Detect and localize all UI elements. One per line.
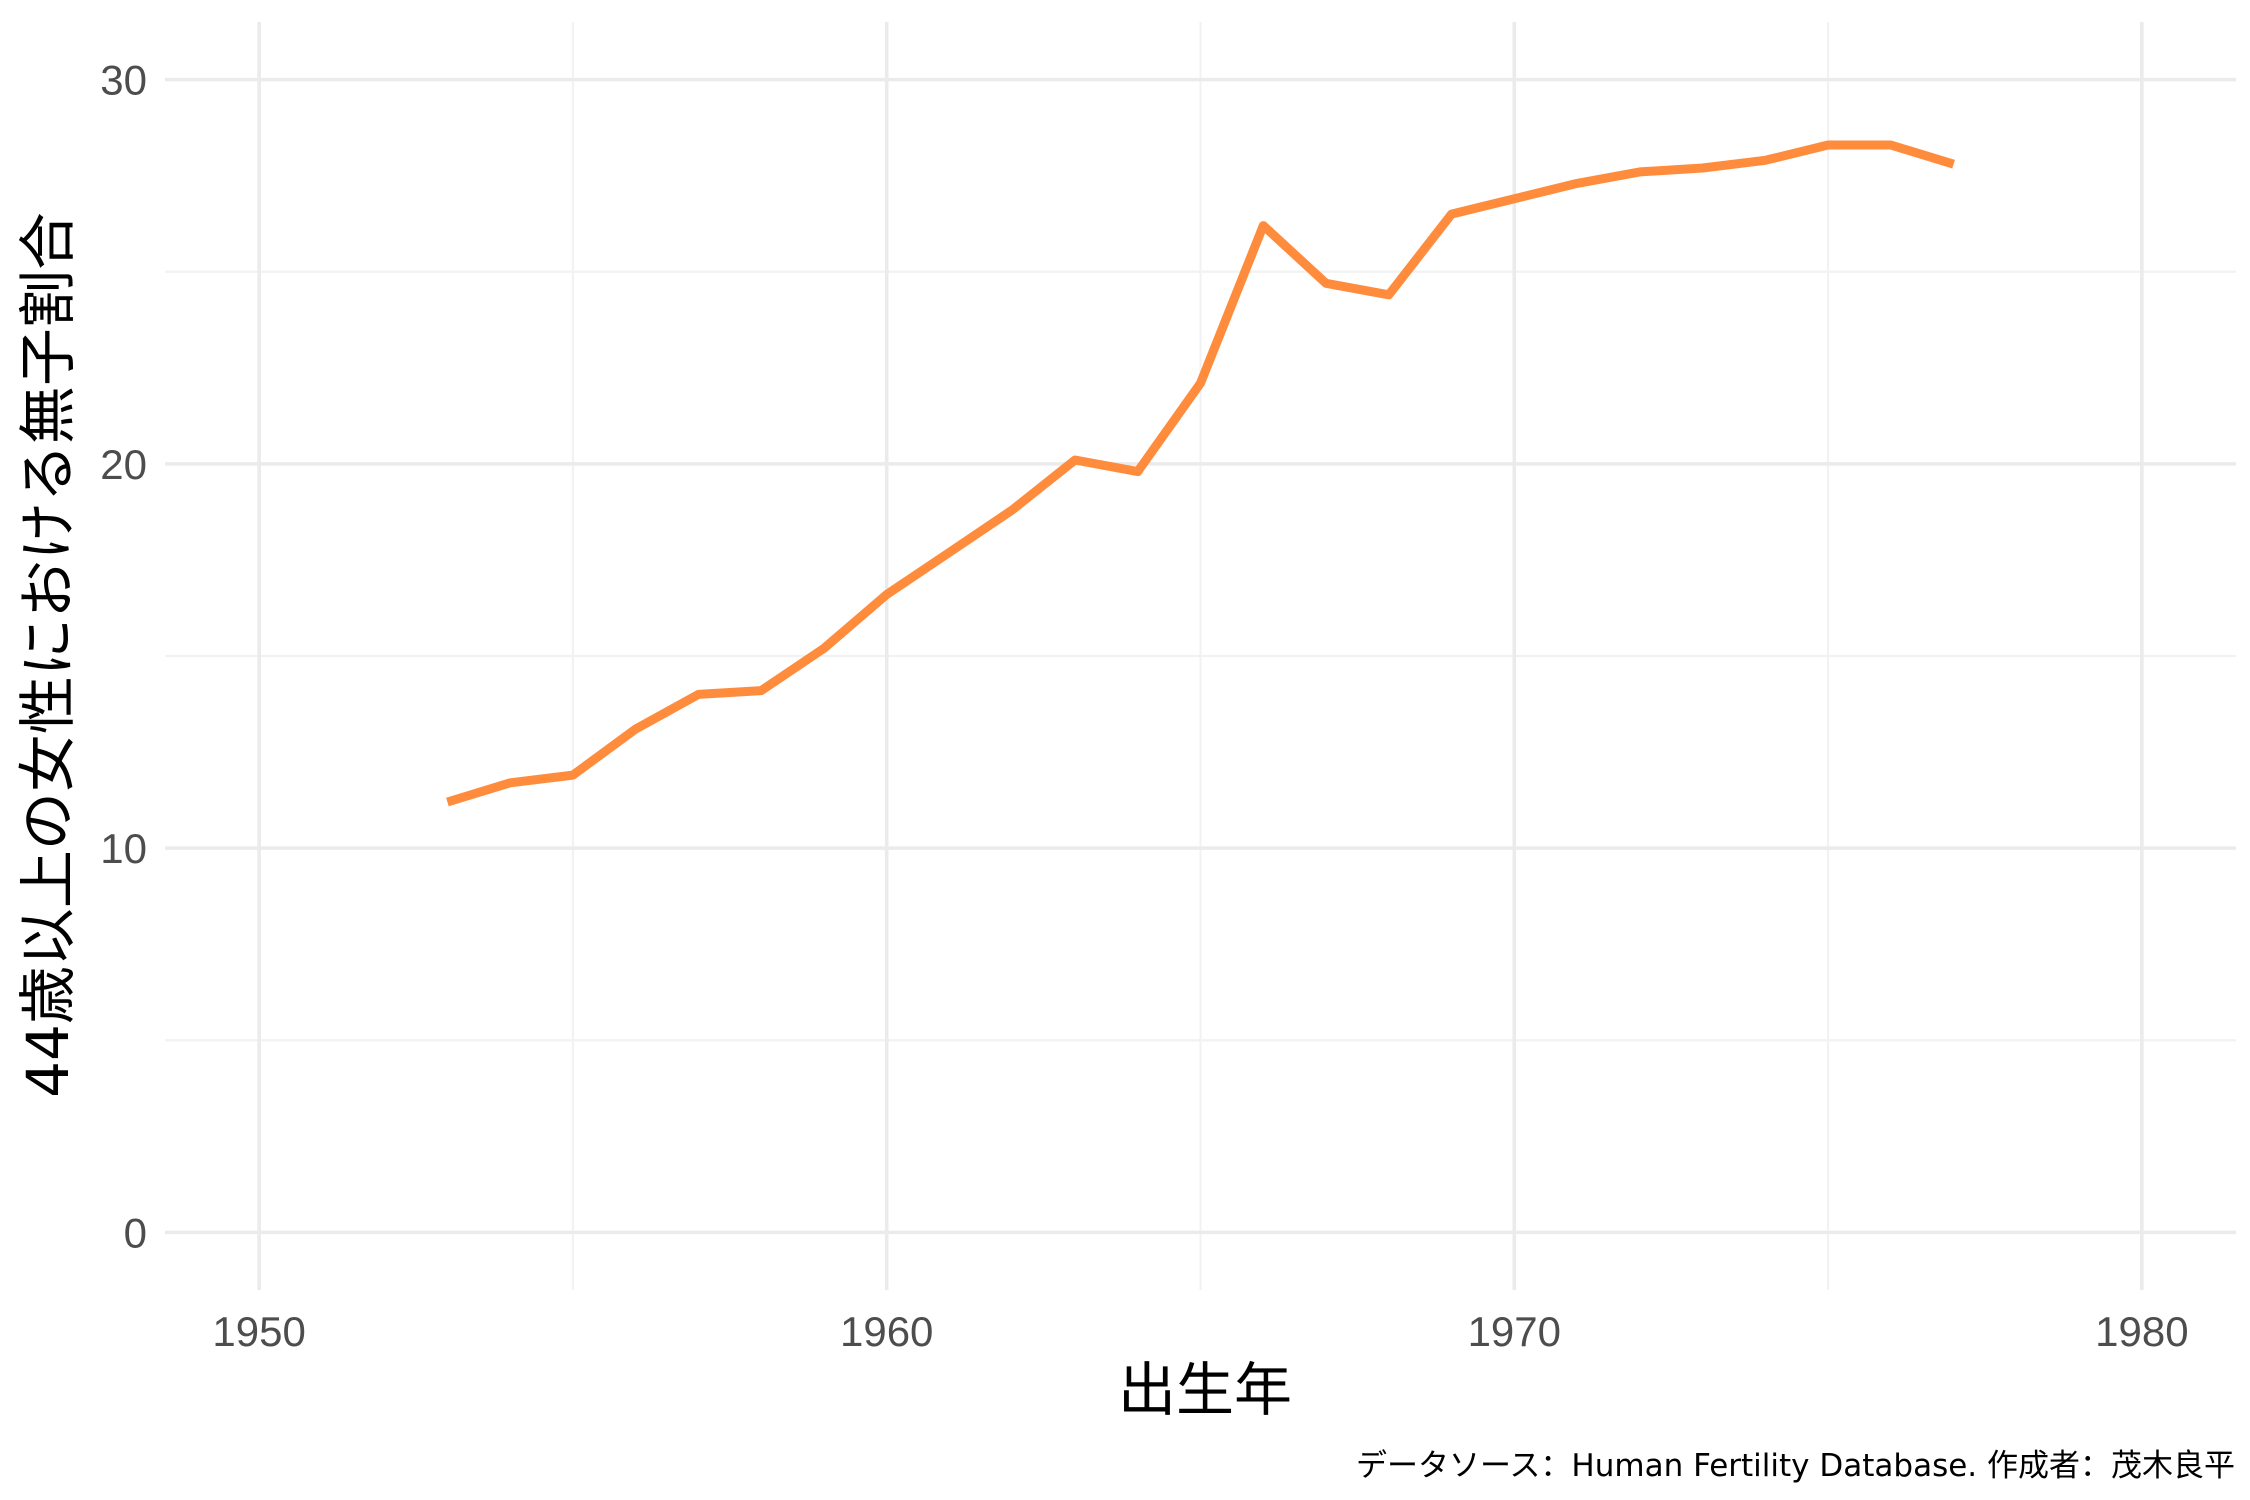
x-axis-title: 出生年: [1118, 1356, 1292, 1424]
x-tick-label: 1960: [840, 1308, 933, 1355]
series-line: [446, 140, 1955, 807]
x-tick-label: 1980: [2095, 1308, 2188, 1355]
data-series: [446, 140, 1955, 807]
caption: データソース：Human Fertility Database. 作成者：茂木良…: [1356, 1448, 2235, 1484]
minor-gridlines: [165, 22, 2236, 1290]
y-tick-label: 0: [124, 1209, 147, 1256]
y-axis-title: 44歳以上の女性における無子割合: [14, 212, 82, 1098]
x-axis-tick-labels: 1950 1960 1970 1980: [212, 1308, 2188, 1355]
x-tick-label: 1970: [1468, 1308, 1561, 1355]
y-tick-label: 30: [100, 57, 147, 104]
y-tick-label: 10: [100, 825, 147, 872]
x-tick-label: 1950: [212, 1308, 305, 1355]
y-tick-label: 20: [100, 441, 147, 488]
major-gridlines: [165, 22, 2236, 1290]
y-axis-tick-labels: 0 10 20 30: [100, 57, 147, 1257]
